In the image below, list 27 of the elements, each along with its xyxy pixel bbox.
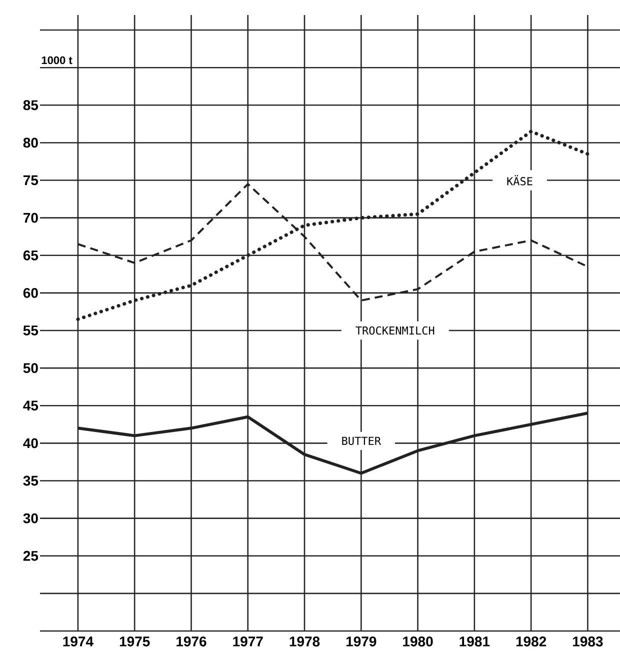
y-tick-label: 60 <box>23 288 38 298</box>
y-tick-label: 25 <box>23 550 38 561</box>
series-label: KÄSE <box>507 175 532 186</box>
x-tick-label: 1977 <box>233 636 263 646</box>
x-tick-label: 1983 <box>573 636 603 646</box>
y-tick-label: 35 <box>23 476 38 486</box>
x-tick-label: 1982 <box>516 636 546 646</box>
x-tick-label: 1975 <box>120 636 150 646</box>
series-label: BUTTER <box>342 436 382 446</box>
y-tick-label: 70 <box>23 212 38 223</box>
x-tick-label: 1979 <box>346 636 376 646</box>
y-tick-label: 65 <box>23 250 38 260</box>
y-tick-label: 40 <box>23 438 38 448</box>
y-tick-label: 80 <box>23 138 38 148</box>
x-tick-label: 1978 <box>290 636 320 646</box>
y-tick-label: 50 <box>23 363 38 374</box>
x-tick-label: 1974 <box>63 636 94 646</box>
x-tick-label: 1980 <box>403 636 433 646</box>
y-tick-label: 85 <box>23 100 38 110</box>
x-tick-label: 1981 <box>460 636 490 646</box>
y-tick-label: 75 <box>23 175 38 186</box>
text: TROCKENMILCH <box>356 326 434 335</box>
y-tick-label: 55 <box>23 326 38 336</box>
y-tick-label: 45 <box>23 400 38 411</box>
y-axis-title: 1000 t <box>42 56 72 64</box>
x-tick-label: 1976 <box>176 636 206 646</box>
y-tick-label: 30 <box>23 513 38 524</box>
